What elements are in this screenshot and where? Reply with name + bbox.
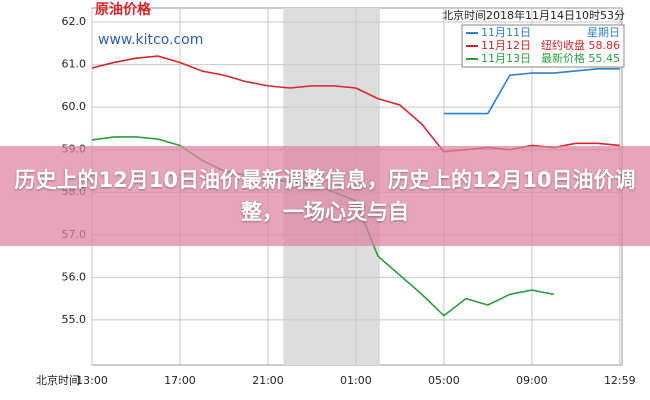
y-tick-label: 60.0 [62,100,87,113]
x-tick-label: 21:00 [252,374,284,387]
legend-value: 星期日 [587,26,620,39]
timestamp: 北京时间2018年11月14日10时53分 [442,8,625,22]
series-line [443,68,620,115]
legend-label: 11月11日 [481,26,531,39]
y-tick-label: 62.0 [62,15,87,28]
x-tick-label: 17:00 [164,374,196,387]
legend-value: 最新价格 55.45 [541,51,620,65]
x-tick-label: 09:00 [516,374,548,387]
x-tick-label: 05:00 [428,374,460,387]
x-tick-label: 13:00 [76,374,108,387]
x-axis-label: 北京时间 [36,373,80,387]
legend [461,24,625,68]
series-line [91,55,620,153]
x-tick-label: 12:59 [604,374,636,387]
banner: 历史上的12月10日油价最新调整信息，历史上的12月10日油价调整，一场心灵与自 [0,146,650,246]
legend-label: 11月13日 [481,52,531,65]
legend-value: 纽约收盘 58.86 [541,38,620,52]
legend-label: 11月12日 [481,39,531,52]
y-tick-label: 56.0 [62,270,87,283]
y-tick-label: 55.0 [62,313,87,326]
source: www.kitco.com [98,32,203,48]
chart-title: 原油价格 [95,1,152,18]
x-tick-label: 01:00 [340,374,372,387]
y-tick-label: 61.0 [62,58,87,71]
